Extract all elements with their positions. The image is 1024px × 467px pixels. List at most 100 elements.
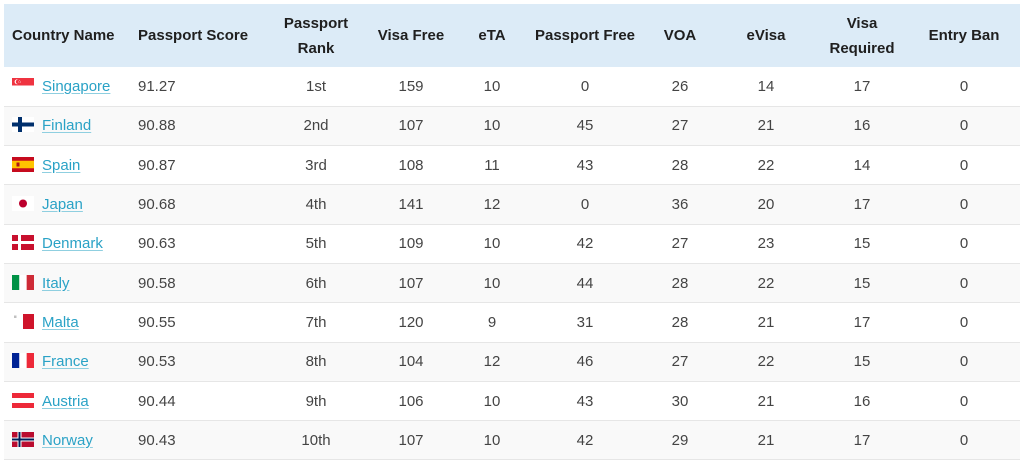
country-link[interactable]: Singapore bbox=[42, 77, 111, 95]
passport-free-cell: 0 bbox=[580, 196, 590, 214]
passport-free-cell: 44 bbox=[576, 274, 594, 292]
country-link[interactable]: Italy bbox=[42, 274, 70, 292]
italy-flag-icon bbox=[12, 274, 34, 290]
spain-flag-icon bbox=[12, 156, 34, 172]
visa-required-cell: 17 bbox=[853, 313, 871, 331]
passport-free-cell: 42 bbox=[576, 235, 594, 253]
voa-cell: 36 bbox=[671, 196, 689, 214]
passport-rank-cell: 9th bbox=[305, 392, 327, 410]
header-visa-free[interactable]: Visa Free bbox=[377, 27, 445, 44]
visa-free-cell: 109 bbox=[398, 235, 424, 253]
voa-cell: 28 bbox=[671, 156, 689, 174]
visa-required-cell: 15 bbox=[853, 274, 871, 292]
header-entry-ban[interactable]: Entry Ban bbox=[928, 27, 1000, 44]
evisa-cell: 14 bbox=[757, 77, 775, 95]
voa-cell: 28 bbox=[671, 274, 689, 292]
country-link[interactable]: Austria bbox=[42, 392, 89, 410]
table-row: Singapore 91.27 1st 159 10 0 26 14 17 0 bbox=[4, 67, 1020, 107]
voa-cell: 27 bbox=[671, 117, 689, 135]
austria-flag-icon bbox=[12, 392, 34, 408]
evisa-cell: 21 bbox=[757, 313, 775, 331]
country-link[interactable]: Malta bbox=[42, 313, 79, 331]
country-cell: Italy bbox=[4, 263, 128, 302]
passport-score-cell: 90.88 bbox=[138, 117, 176, 135]
visa-free-cell: 107 bbox=[398, 274, 424, 292]
country-cell: Norway bbox=[4, 421, 128, 460]
eta-cell: 10 bbox=[483, 235, 501, 253]
header-country-name[interactable]: Country Name bbox=[12, 27, 115, 44]
table-row: Finland 90.88 2nd 107 10 45 27 21 16 0 bbox=[4, 106, 1020, 146]
passport-rank-cell: 2nd bbox=[303, 117, 329, 135]
table-header: Country Name Passport Score Passport Ran… bbox=[4, 4, 1020, 67]
header-visa-required[interactable]: Visa Required bbox=[829, 14, 895, 57]
passport-score-cell: 90.53 bbox=[138, 353, 176, 371]
entry-ban-cell: 0 bbox=[959, 117, 969, 135]
malta-flag-icon bbox=[12, 313, 34, 329]
header-eta[interactable]: eTA bbox=[478, 27, 506, 44]
entry-ban-cell: 0 bbox=[959, 274, 969, 292]
table-row: France 90.53 8th 104 12 46 27 22 15 0 bbox=[4, 342, 1020, 382]
country-cell: Malta bbox=[4, 303, 128, 342]
evisa-cell: 22 bbox=[757, 156, 775, 174]
country-link[interactable]: France bbox=[42, 353, 89, 371]
singapore-flag-icon bbox=[12, 77, 34, 93]
passport-free-cell: 43 bbox=[576, 156, 594, 174]
visa-free-cell: 104 bbox=[398, 353, 424, 371]
country-link[interactable]: Norway bbox=[42, 431, 93, 449]
finland-flag-icon bbox=[12, 117, 34, 133]
visa-required-cell: 14 bbox=[853, 156, 871, 174]
visa-free-cell: 108 bbox=[398, 156, 424, 174]
visa-required-cell: 17 bbox=[853, 431, 871, 449]
visa-free-cell: 106 bbox=[398, 392, 424, 410]
evisa-cell: 21 bbox=[757, 392, 775, 410]
passport-rank-cell: 4th bbox=[305, 196, 327, 214]
evisa-cell: 20 bbox=[757, 196, 775, 214]
header-passport-free[interactable]: Passport Free bbox=[534, 27, 636, 44]
visa-required-cell: 15 bbox=[853, 235, 871, 253]
evisa-cell: 23 bbox=[757, 235, 775, 253]
passport-rank-cell: 8th bbox=[305, 353, 327, 371]
evisa-cell: 21 bbox=[757, 117, 775, 135]
passport-free-cell: 31 bbox=[576, 313, 594, 331]
country-cell: Singapore bbox=[4, 67, 128, 106]
passport-free-cell: 43 bbox=[576, 392, 594, 410]
voa-cell: 30 bbox=[671, 392, 689, 410]
country-link[interactable]: Finland bbox=[42, 117, 92, 135]
japan-flag-icon bbox=[12, 196, 34, 212]
passport-free-cell: 0 bbox=[580, 77, 590, 95]
eta-cell: 10 bbox=[483, 274, 501, 292]
visa-free-cell: 159 bbox=[398, 77, 424, 95]
visa-free-cell: 141 bbox=[398, 196, 424, 214]
visa-required-cell: 17 bbox=[853, 77, 871, 95]
eta-cell: 12 bbox=[483, 196, 501, 214]
entry-ban-cell: 0 bbox=[959, 77, 969, 95]
evisa-cell: 22 bbox=[757, 353, 775, 371]
country-cell: Finland bbox=[4, 106, 128, 145]
passport-ranking-table-container: Country Name Passport Score Passport Ran… bbox=[4, 4, 1020, 460]
passport-rank-cell: 7th bbox=[305, 313, 327, 331]
country-link[interactable]: Spain bbox=[42, 156, 81, 174]
country-link[interactable]: Japan bbox=[42, 196, 83, 214]
visa-free-cell: 107 bbox=[398, 431, 424, 449]
country-cell: Austria bbox=[4, 381, 128, 420]
table-row: Austria 90.44 9th 106 10 43 30 21 16 0 bbox=[4, 381, 1020, 421]
visa-required-cell: 17 bbox=[853, 196, 871, 214]
entry-ban-cell: 0 bbox=[959, 353, 969, 371]
evisa-cell: 21 bbox=[757, 431, 775, 449]
table-row: Japan 90.68 4th 141 12 0 36 20 17 0 bbox=[4, 184, 1020, 225]
eta-cell: 10 bbox=[483, 117, 501, 135]
eta-cell: 9 bbox=[487, 313, 497, 331]
voa-cell: 29 bbox=[671, 431, 689, 449]
header-evisa[interactable]: eVisa bbox=[746, 27, 786, 44]
header-passport-score[interactable]: Passport Score bbox=[138, 27, 249, 44]
passport-free-cell: 46 bbox=[576, 353, 594, 371]
evisa-cell: 22 bbox=[757, 274, 775, 292]
entry-ban-cell: 0 bbox=[959, 313, 969, 331]
eta-cell: 11 bbox=[484, 156, 500, 174]
country-link[interactable]: Denmark bbox=[42, 235, 103, 253]
france-flag-icon bbox=[12, 353, 34, 369]
country-cell: Denmark bbox=[4, 224, 128, 263]
header-voa[interactable]: VOA bbox=[663, 27, 697, 44]
country-cell: Japan bbox=[4, 185, 128, 224]
header-passport-rank[interactable]: Passport Rank bbox=[283, 14, 349, 57]
